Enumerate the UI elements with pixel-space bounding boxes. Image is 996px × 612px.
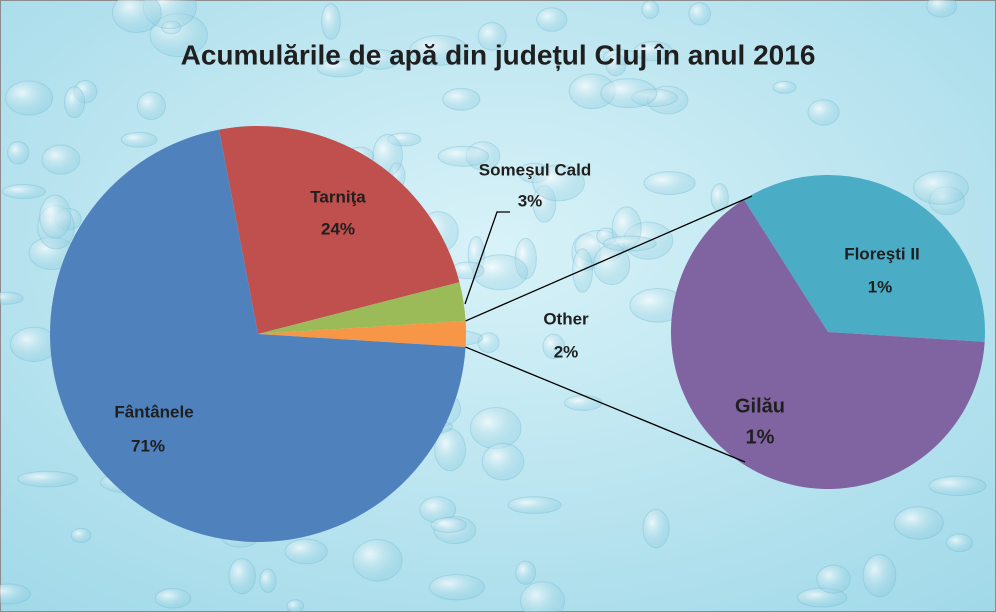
droplet	[409, 35, 469, 66]
droplet	[39, 194, 72, 239]
droplet	[0, 291, 24, 305]
leader-line	[464, 211, 510, 305]
droplet	[688, 2, 712, 26]
droplet	[542, 333, 565, 360]
droplet	[913, 170, 969, 205]
droplet	[120, 131, 158, 148]
droplet	[316, 58, 364, 78]
secondary-slice	[671, 199, 985, 490]
droplet	[926, 0, 958, 18]
droplet	[642, 508, 670, 549]
droplet	[602, 235, 657, 252]
connector-line	[465, 346, 746, 463]
slice-label: Someşul Cald	[479, 160, 591, 179]
droplet	[437, 145, 490, 167]
droplet	[563, 394, 603, 411]
secondary-slice	[743, 175, 985, 342]
slice-label: Tarniţa	[310, 187, 366, 206]
droplet	[286, 599, 305, 612]
value-label: 3%	[518, 191, 543, 210]
droplet	[816, 564, 851, 594]
droplet	[1, 183, 47, 200]
droplet	[0, 583, 31, 605]
droplet	[111, 0, 162, 34]
droplet	[946, 533, 974, 553]
droplet	[41, 144, 81, 175]
droplet	[507, 496, 562, 514]
slice-label: Fântânele	[114, 402, 193, 421]
droplet	[600, 78, 658, 109]
value-label: 2%	[554, 342, 579, 361]
slice-label: Gilău	[735, 395, 785, 417]
droplet	[807, 99, 840, 126]
droplet	[442, 87, 481, 111]
slice-label: Floreşti II	[844, 244, 920, 263]
droplet	[477, 22, 507, 51]
pie-slice	[258, 282, 466, 334]
pie-slice	[219, 125, 460, 334]
droplet	[7, 140, 30, 165]
droplet	[928, 475, 987, 496]
droplet	[710, 183, 729, 213]
connector-line	[465, 195, 753, 322]
droplet	[259, 568, 277, 594]
value-label: 1%	[868, 277, 893, 296]
droplet	[70, 527, 92, 544]
droplet	[515, 560, 537, 585]
chart-title: Acumulările de apă din județul Cluj în a…	[181, 39, 816, 70]
value-label: 1%	[746, 426, 775, 448]
droplet	[430, 517, 467, 533]
droplet	[643, 171, 696, 196]
pie-slice	[50, 129, 466, 542]
droplet	[641, 0, 660, 20]
droplet	[532, 164, 585, 202]
droplet	[605, 53, 627, 77]
droplet	[321, 3, 341, 40]
pie-slice	[258, 320, 466, 348]
droplet	[893, 506, 944, 540]
droplet	[17, 470, 78, 488]
droplet	[284, 538, 328, 565]
droplet	[633, 40, 673, 62]
value-label: 71%	[131, 436, 165, 455]
value-label: 24%	[321, 219, 355, 238]
droplet	[5, 80, 54, 116]
droplet	[136, 91, 166, 121]
slice-label: Other	[543, 309, 589, 328]
droplet	[429, 574, 485, 601]
droplet	[359, 49, 400, 70]
droplet	[63, 86, 86, 119]
droplet	[536, 7, 568, 32]
droplet	[772, 80, 797, 94]
droplet	[352, 539, 403, 582]
droplet	[228, 558, 256, 595]
droplet	[469, 406, 522, 450]
droplet	[519, 581, 565, 612]
droplet	[481, 442, 525, 481]
droplet	[477, 332, 500, 353]
droplet	[862, 554, 897, 598]
droplet	[154, 588, 192, 609]
